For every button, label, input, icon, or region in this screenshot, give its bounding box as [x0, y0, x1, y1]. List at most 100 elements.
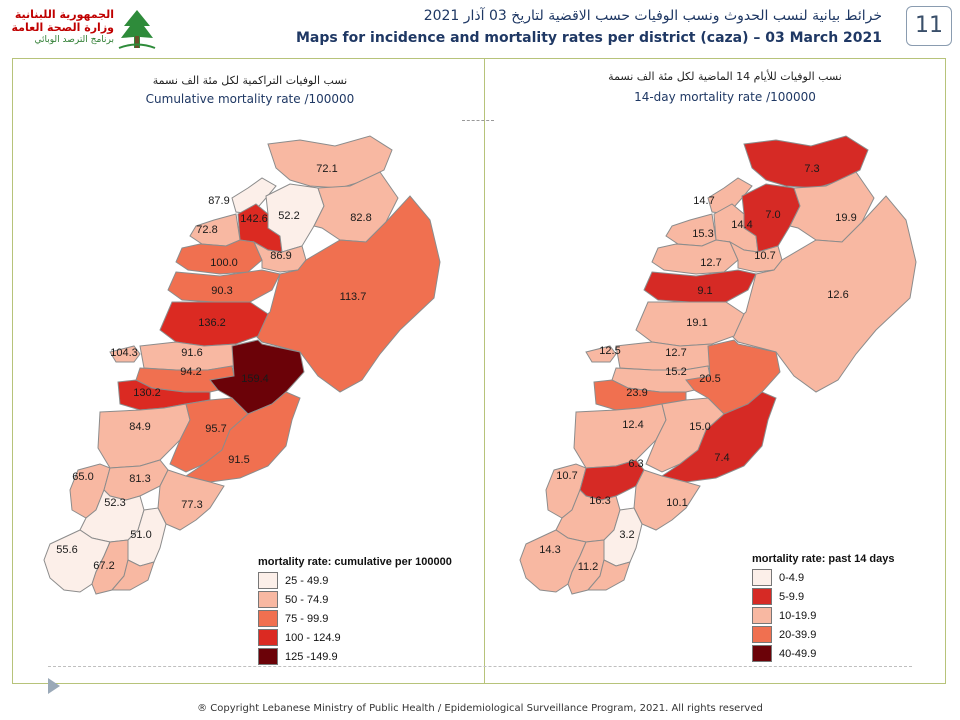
- district-value-minieh-danniyeh: 14.7: [693, 195, 714, 207]
- district-value-rashaya: 91.5: [228, 454, 249, 466]
- district-value-keserwan: 12.7: [665, 347, 686, 359]
- fourteen-day-mortality-map: 7.3 14.7 14.4 7.0 19.9 15.3 12.7 10.7 9.1 12.6 19.…: [519, 135, 917, 595]
- district-value-beirut: 104.3: [110, 347, 138, 359]
- header-title-english: Maps for incidence and mortality rates p…: [295, 30, 882, 46]
- district-value-chouf: 65.0: [72, 471, 93, 483]
- logo-line-program: برنامج الترصد الوبائي: [34, 35, 114, 45]
- district-value-zgharta: 72.8: [196, 224, 217, 236]
- header-title-arabic: خرائط بيانية لنسب الحدوث ونسب الوفيات حس…: [423, 8, 882, 24]
- legend-label: 0-4.9: [779, 571, 805, 584]
- district-jbeil: [635, 301, 745, 347]
- legend-label: 20-39.9: [779, 628, 817, 641]
- cumulative-mortality-map: 72.1 87.9 142.6 52.2 82.8 72.8 100.0 86.9 90.3 11…: [43, 135, 441, 595]
- right-map-title-english: 14-day mortality rate /100000: [634, 90, 816, 104]
- district-value-metn: 15.2: [665, 366, 686, 378]
- district-value-aley: 12.4: [622, 419, 643, 431]
- district-rashaya: [660, 391, 777, 483]
- copyright-footer: ® Copyright Lebanese Ministry of Public …: [197, 703, 763, 714]
- legend-label: 75 - 99.9: [285, 612, 329, 625]
- district-beirut: [109, 345, 141, 363]
- legend-label: 10-19.9: [779, 609, 817, 622]
- district-value-bint-jbeil: 67.2: [93, 560, 114, 572]
- district-value-west-bekaa: 95.7: [205, 423, 226, 435]
- district-value-tyre: 14.3: [539, 544, 560, 556]
- district-value-batroun: 90.3: [211, 285, 232, 297]
- legend-entry: 75 - 99.9: [258, 609, 452, 628]
- district-value-koura: 100.0: [210, 257, 238, 269]
- district-hasbaya: [633, 469, 701, 531]
- legend-label: 50 - 74.9: [285, 593, 329, 606]
- legend-swatch: [258, 648, 278, 665]
- legend-swatch: [752, 569, 772, 586]
- district-jbeil: [159, 301, 269, 347]
- ministry-logo-text: الجمهورية اللبنانية وزارة الصحة العامة ب…: [10, 8, 115, 47]
- district-value-koura: 12.7: [700, 257, 721, 269]
- legend-swatch: [258, 629, 278, 646]
- panel-divider: [484, 58, 485, 684]
- legend-swatch: [752, 626, 772, 643]
- legend-label: 40-49.9: [779, 647, 817, 660]
- right-map-title-arabic: نسب الوفيات للأيام 14 الماضية لكل مئة ال…: [608, 70, 842, 83]
- legend-label: 25 - 49.9: [285, 574, 329, 587]
- district-beirut: [585, 345, 617, 363]
- district-hasbaya: [157, 469, 225, 531]
- footer-divider: [48, 666, 912, 667]
- district-koura: [651, 239, 739, 275]
- logo-line-ministry: وزارة الصحة العامة: [11, 21, 115, 34]
- district-value-nabatieh: 51.0: [130, 529, 151, 541]
- legend-entry: 10-19.9: [752, 606, 894, 625]
- district-value-zgharta: 15.3: [692, 228, 713, 240]
- district-value-tripoli: 142.6: [240, 213, 268, 225]
- district-value-saida: 52.3: [104, 497, 125, 509]
- district-baalbek: [249, 195, 441, 393]
- district-value-baabda: 23.9: [626, 387, 647, 399]
- district-value-aley: 84.9: [129, 421, 150, 433]
- legend-entry: 0-4.9: [752, 568, 894, 587]
- district-value-jbeil: 19.1: [686, 317, 707, 329]
- page-number-badge: 11: [906, 6, 952, 46]
- maps-frame: [12, 58, 946, 684]
- district-value-zahleh: 20.5: [699, 373, 720, 385]
- legend-swatch: [258, 610, 278, 627]
- decorative-dash: [462, 120, 494, 121]
- district-value-zahleh: 159.4: [241, 373, 269, 385]
- logo-line-republic: الجمهورية اللبنانية: [14, 8, 114, 21]
- district-value-hermel-east: 19.9: [835, 212, 856, 224]
- district-keserwan: [615, 341, 713, 371]
- district-value-tripoli: 14.4: [731, 219, 752, 231]
- legend-entry: 40-49.9: [752, 644, 894, 663]
- right-map-legend: mortality rate: past 14 days 0-4.9 5-9.9 1…: [752, 553, 894, 663]
- district-value-saida: 16.3: [589, 495, 610, 507]
- district-value-nabatieh: 3.2: [619, 529, 634, 541]
- district-value-hermel: 7.0: [765, 209, 780, 221]
- district-value-baabda: 130.2: [133, 387, 161, 399]
- district-value-hasbaya: 10.1: [666, 497, 687, 509]
- district-value-bcharreh: 86.9: [270, 250, 291, 262]
- district-value-jezzine: 81.3: [129, 473, 150, 485]
- district-value-rashaya: 7.4: [714, 452, 729, 464]
- district-value-beirut: 12.5: [599, 345, 620, 357]
- legend-title: mortality rate: cumulative per 100000: [258, 556, 452, 568]
- legend-swatch: [752, 588, 772, 605]
- district-value-chouf: 10.7: [556, 470, 577, 482]
- district-bint-jbeil: [91, 539, 129, 595]
- legend-entry: 100 - 124.9: [258, 628, 452, 647]
- district-value-jbeil: 136.2: [198, 317, 226, 329]
- legend-label: 125 -149.9: [285, 650, 338, 663]
- district-value-hermel: 52.2: [278, 210, 299, 222]
- legend-swatch: [258, 572, 278, 589]
- district-bint-jbeil: [567, 539, 605, 595]
- district-value-hasbaya: 77.3: [181, 499, 202, 511]
- district-value-jezzine: 6.3: [628, 458, 643, 470]
- district-value-batroun: 9.1: [697, 285, 712, 297]
- legend-label: 100 - 124.9: [285, 631, 341, 644]
- district-value-minieh-danniyeh: 87.9: [208, 195, 229, 207]
- district-value-akkar: 7.3: [804, 163, 819, 175]
- next-slide-icon[interactable]: [48, 678, 60, 694]
- legend-swatch: [752, 607, 772, 624]
- cedar-logo-icon: [118, 10, 156, 49]
- left-map-legend: mortality rate: cumulative per 100000 25…: [258, 556, 452, 666]
- district-marjayoun: [110, 559, 155, 591]
- left-map-title-arabic: نسب الوفيات التراكمية لكل مئة الف نسمة: [152, 74, 348, 87]
- district-value-west-bekaa: 15.0: [689, 421, 710, 433]
